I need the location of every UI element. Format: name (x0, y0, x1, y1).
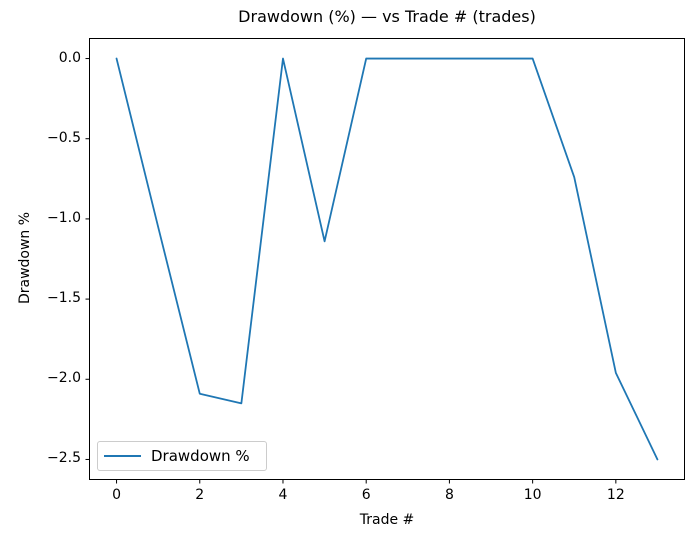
legend-line-sample (104, 455, 141, 457)
y-axis-label: Drawdown % (17, 211, 33, 305)
drawdown-line (115, 57, 659, 461)
y-tick-label: −2.5 (47, 450, 81, 467)
x-tick-label: 10 (523, 487, 542, 503)
chart-title: Drawdown (%) — vs Trade # (trades) (238, 7, 536, 26)
x-tick-label: 8 (444, 487, 454, 503)
x-tick-label: 0 (112, 487, 121, 503)
x-tick-label: 12 (606, 487, 625, 503)
x-tick-label: 2 (195, 487, 205, 503)
legend: Drawdown % (97, 441, 267, 471)
y-tick-label: −0.5 (47, 129, 81, 146)
y-tick-label: 0.0 (58, 49, 81, 66)
x-tick-label: 6 (361, 487, 371, 503)
y-tick-label: −1.5 (47, 290, 81, 307)
plot-frame (89, 38, 685, 480)
x-tick-label: 4 (278, 487, 288, 503)
x-axis-label: Trade # (359, 512, 415, 528)
y-tick-label: −1.0 (47, 209, 81, 226)
y-tick-label: −2.0 (47, 370, 81, 387)
legend-label: Drawdown % (151, 447, 250, 465)
